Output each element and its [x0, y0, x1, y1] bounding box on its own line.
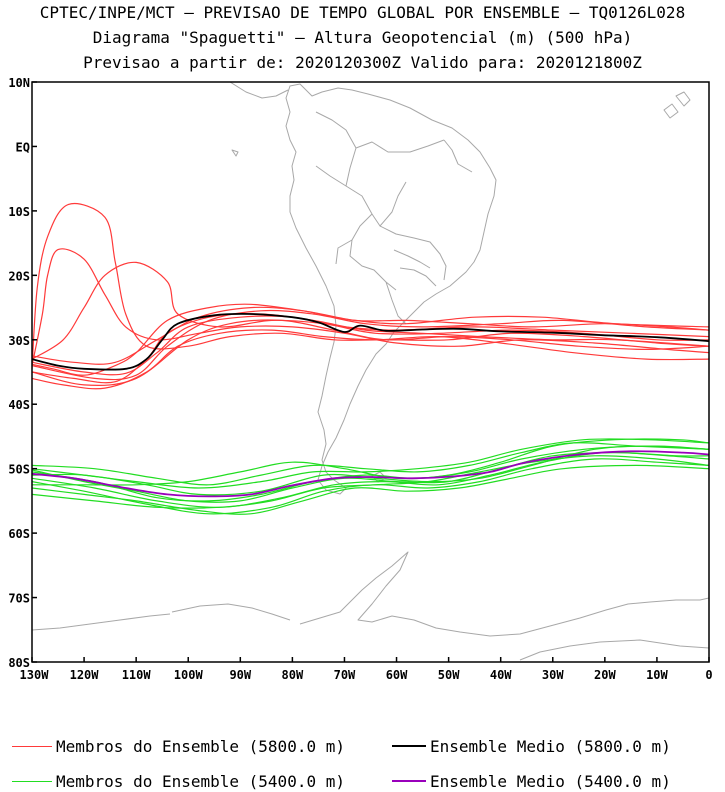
y-tick-label-8: 70S: [8, 592, 30, 606]
y-tick-label-6: 50S: [8, 463, 30, 477]
member-5400-line-10: [32, 455, 709, 509]
legend-swatch-members-5800: [12, 745, 52, 747]
x-tick-label-13: 0: [705, 668, 712, 682]
x-tick-label-5: 80W: [282, 668, 304, 682]
y-tick-label-1: EQ: [16, 140, 30, 154]
y-tick-label-0: 10N: [8, 76, 30, 90]
legend-swatch-members-5400: [12, 780, 52, 782]
legend-label-members-5400: Membros do Ensemble (5400.0 m): [56, 771, 345, 791]
axes: 130W 120W 110W 100W 90W 80W 70W 60W 50W 40W 30W 20W…: [8, 76, 712, 682]
y-tick-label-5: 40S: [8, 398, 30, 412]
title-line-2: Diagrama "Spaguetti" – Altura Geopotenci…: [92, 28, 633, 47]
title-block: CPTEC/INPE/MCT – PREVISAO DE TEMPO GLOBA…: [0, 0, 725, 75]
y-tick-label-9: 80S: [8, 656, 30, 670]
plot-frame: [31, 81, 710, 663]
legend: Membros do Ensemble (5800.0 m) Ensemble …: [0, 728, 725, 792]
x-tick-label-9: 40W: [490, 668, 512, 682]
member-5400-line-6: [32, 464, 709, 515]
member-5400-line-1: [32, 445, 709, 502]
ensemble-lines: [32, 203, 709, 515]
south-america-coastline: [285, 83, 497, 495]
legend-swatch-mean-5400: [392, 780, 426, 782]
legend-swatch-mean-5800: [392, 745, 426, 747]
member-5800-line-3: [32, 319, 709, 387]
member-5800-line-6: [32, 261, 709, 360]
title-line-1: CPTEC/INPE/MCT – PREVISAO DE TEMPO GLOBA…: [39, 3, 686, 22]
islands: [231, 91, 691, 483]
x-tick-label-12: 10W: [646, 668, 668, 682]
x-tick-label-4: 90W: [229, 668, 251, 682]
member-5800-line-8: [32, 203, 709, 369]
antarctica-coastline: [32, 551, 709, 661]
legend-item-members-5400: Membros do Ensemble (5400.0 m): [12, 771, 345, 791]
member-5800-line-2: [32, 309, 709, 381]
x-tick-label-6: 70W: [334, 668, 356, 682]
y-tick-label-3: 20S: [8, 269, 30, 283]
x-tick-label-3: 100W: [174, 668, 204, 682]
y-tick-label-2: 10S: [8, 205, 30, 219]
member-5800-line-10: [32, 303, 709, 376]
legend-item-members-5800: Membros do Ensemble (5800.0 m): [12, 736, 345, 756]
member-5400-line-9: [32, 438, 709, 486]
member-5800-line-5: [32, 329, 709, 390]
x-tick-label-11: 20W: [594, 668, 616, 682]
legend-label-members-5800: Membros do Ensemble (5800.0 m): [56, 736, 345, 756]
country-borders: [315, 111, 473, 325]
central-america-coastline: [229, 82, 289, 99]
x-tick-label-2: 110W: [122, 668, 152, 682]
member-5400-line-5: [32, 442, 709, 486]
x-tick-label-0: 130W: [20, 668, 50, 682]
member-5400-line-3: [32, 438, 709, 489]
title-line-3: Previsao a partir de: 2020120300Z Valido…: [83, 53, 642, 72]
x-tick-label-1: 120W: [70, 668, 100, 682]
legend-label-mean-5800: Ensemble Medio (5800.0 m): [430, 736, 671, 756]
ensemble-mean-5800-line: [32, 312, 709, 371]
ensemble-mean-5400-line: [32, 450, 709, 498]
x-tick-label-7: 60W: [386, 668, 408, 682]
spaghetti-chart: 130W 120W 110W 100W 90W 80W 70W 60W 50W 40W 30W 20W…: [8, 76, 712, 682]
x-tick-label-8: 50W: [438, 668, 460, 682]
legend-item-mean-5800: Ensemble Medio (5800.0 m): [392, 736, 671, 756]
x-tick-label-10: 30W: [542, 668, 564, 682]
y-tick-label-4: 30S: [8, 334, 30, 348]
legend-label-mean-5400: Ensemble Medio (5400.0 m): [430, 771, 671, 791]
y-tick-label-7: 60S: [8, 527, 30, 541]
legend-item-mean-5400: Ensemble Medio (5400.0 m): [392, 771, 671, 791]
